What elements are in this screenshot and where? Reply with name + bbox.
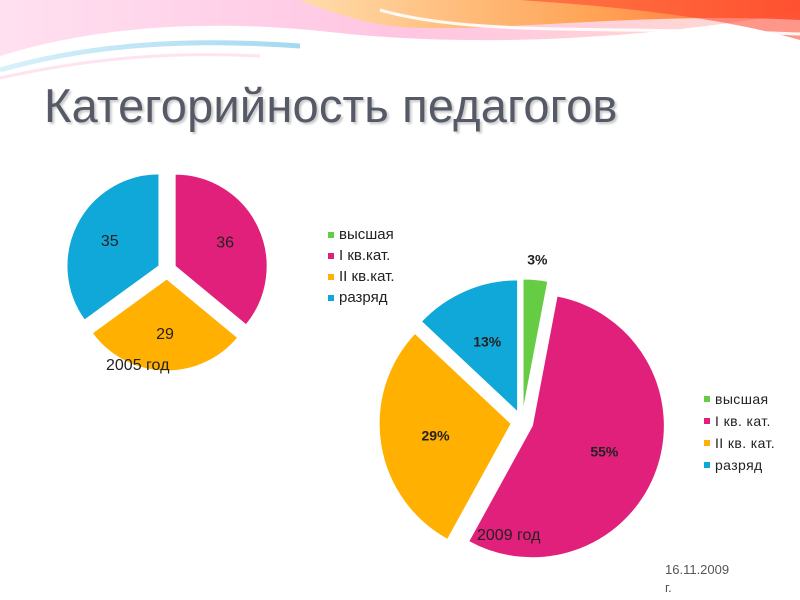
slide-title: Категорийность педагогов: [44, 79, 618, 132]
pie-data-label-2: 29%: [422, 428, 451, 444]
pie-slice-1: [468, 295, 665, 559]
pie-slice-3: [420, 279, 519, 414]
pie-data-label-0: 3%: [527, 252, 548, 268]
legend-item-0: высшая: [328, 224, 394, 245]
legend-swatch-2: [328, 273, 334, 280]
legend-swatch-3: [328, 294, 334, 301]
legend-label-3: разряд: [339, 289, 388, 306]
legend-item-1: I кв.кат.: [328, 245, 394, 266]
legend-label-1: I кв. кат.: [715, 413, 771, 429]
pie-slice-0: [522, 278, 549, 412]
pie-slice-1: [174, 173, 268, 326]
legend-item-3: разряд: [328, 287, 394, 308]
pie-data-label-3: 13%: [473, 334, 502, 350]
legend-label-1: I кв.кат.: [339, 247, 391, 264]
pie-data-label-1: 36: [216, 235, 234, 252]
slide-date-line: 16.11.2009: [665, 562, 730, 577]
pie-slice-2: [91, 278, 239, 372]
legend-label-0: высшая: [715, 391, 769, 407]
pie-slice-3: [66, 173, 160, 321]
legend-swatch-1: [704, 418, 710, 424]
legend-item-2: II кв. кат.: [704, 432, 775, 454]
pie-data-label-3: 35: [101, 233, 119, 250]
legend-swatch-2: [704, 440, 710, 446]
legend-swatch-1: [328, 252, 334, 259]
legend-item-0: высшая: [704, 388, 775, 410]
pie-data-label-2: 29: [156, 326, 174, 343]
legend-label-2: II кв.кат.: [339, 268, 395, 285]
legend-label-0: высшая: [339, 226, 394, 243]
chart-caption-2009: 2009 год: [477, 527, 541, 544]
pie-slice-2: [378, 332, 512, 541]
legend-label-3: разряд: [715, 457, 763, 473]
slide-date: 16.11.2009 г.: [665, 561, 745, 597]
legend-swatch-3: [704, 462, 710, 468]
legend-label-2: II кв. кат.: [715, 435, 776, 451]
slide-date-suffix: г.: [665, 580, 672, 595]
legend-item-1: I кв. кат.: [704, 410, 775, 432]
chart-caption-2005: 2005 год: [106, 357, 170, 374]
pie-data-label-1: 55%: [590, 444, 619, 460]
legend-swatch-0: [704, 396, 710, 402]
legend-item-2: II кв.кат.: [328, 266, 394, 287]
header-wave-decoration: [0, 0, 800, 80]
chart-legend-2005: высшая I кв.кат. II кв.кат. разряд: [328, 224, 394, 308]
chart-legend-2009: высшая I кв. кат. II кв. кат. разряд: [704, 388, 775, 476]
legend-swatch-0: [328, 231, 334, 238]
legend-item-3: разряд: [704, 454, 775, 476]
